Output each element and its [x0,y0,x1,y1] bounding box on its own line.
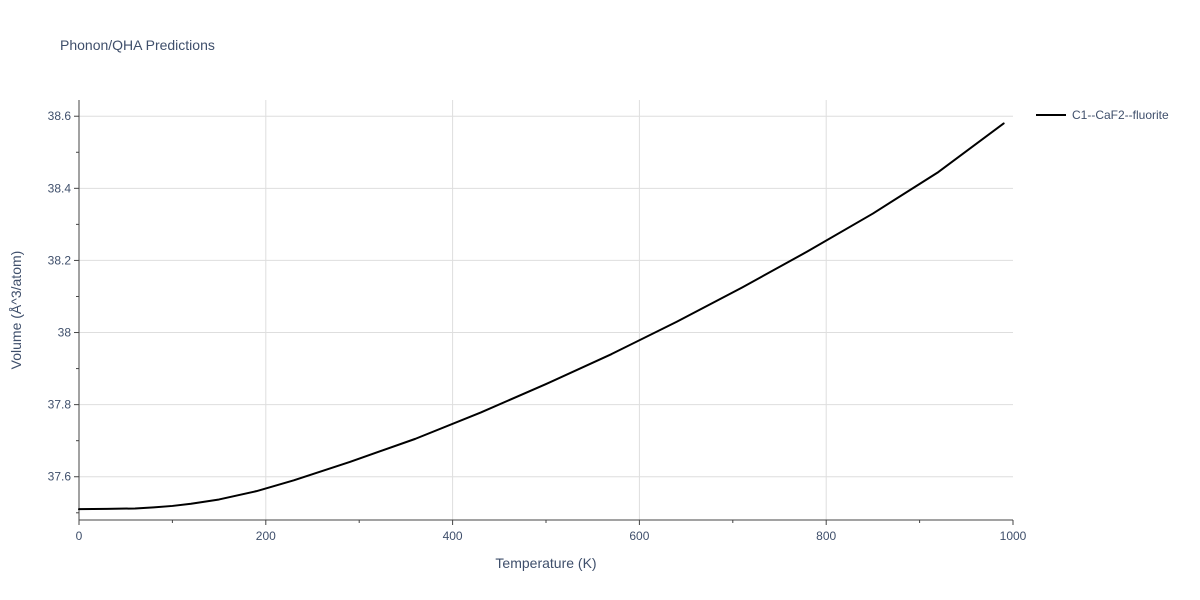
x-tick-label: 800 [816,529,836,543]
y-tick-label: 38 [58,326,72,340]
y-tick-label: 38.2 [48,253,72,267]
y-tick-label: 38.6 [48,109,72,123]
chart-title: Phonon/QHA Predictions [60,37,215,53]
y-axis-title: Volume (Å^3/atom) [8,251,24,370]
y-tick-label: 37.8 [48,398,72,412]
x-tick-label: 400 [443,529,463,543]
legend-label: C1--CaF2--fluorite [1072,108,1169,122]
y-tick-label: 37.6 [48,470,72,484]
series-line[interactable] [78,122,1005,511]
x-tick-label: 1000 [1000,529,1027,543]
x-axis-title: Temperature (K) [495,555,596,571]
series-layer [78,122,1005,511]
grid [79,100,1013,520]
x-tick-label: 600 [629,529,649,543]
legend[interactable]: C1--CaF2--fluorite [1036,108,1169,122]
axes [74,100,1014,525]
tick-labels: 0 200 400 600 800 1000 37.6 37.8 38 38.2 38.4 38.6 [48,109,1027,543]
x-tick-label: 200 [256,529,276,543]
x-tick-label: 0 [76,529,83,543]
y-tick-label: 38.4 [48,181,72,195]
